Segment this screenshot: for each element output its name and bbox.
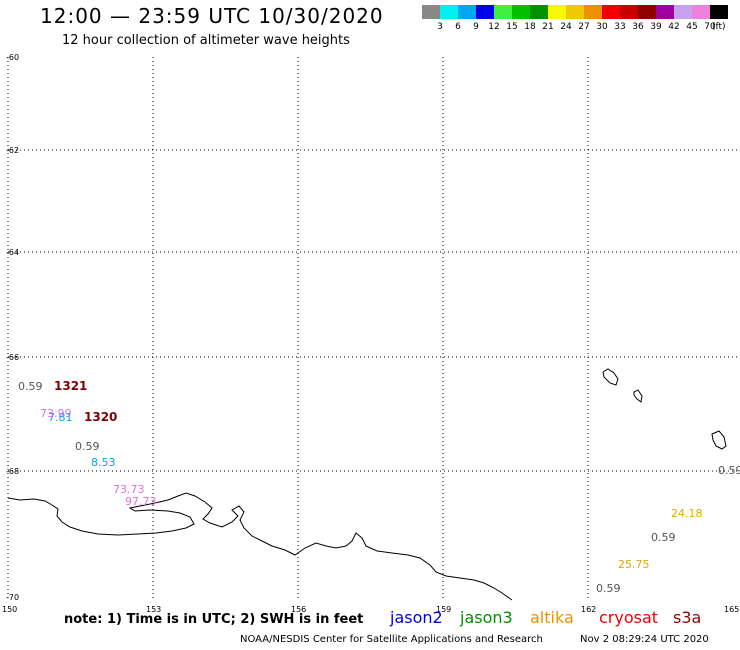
- swh-observation: 97.73: [125, 495, 157, 508]
- swh-observation: 0.59: [596, 582, 621, 595]
- legend-label: 45: [686, 22, 698, 32]
- legend-swatch: [476, 5, 494, 19]
- lat-label: -60: [6, 53, 19, 62]
- map-subtitle: 12 hour collection of altimeter wave hei…: [62, 33, 350, 48]
- lon-label: 153: [146, 605, 161, 614]
- antarctic-coastline: [7, 492, 513, 601]
- swh-observation: 7.81: [48, 411, 73, 424]
- legend-label: 18: [524, 22, 536, 32]
- coastline: [7, 368, 727, 601]
- swh-observation: 1320: [84, 410, 118, 424]
- legend-label: 42: [668, 22, 680, 32]
- legend-swatch: [674, 5, 692, 19]
- lat-label: -70: [6, 593, 19, 602]
- lon-label: 156: [291, 605, 306, 614]
- lon-label: 162: [581, 605, 596, 614]
- map-title: 12:00 — 23:59 UTC 10/30/2020: [40, 4, 384, 28]
- swh-observation: 0.59: [651, 531, 676, 544]
- legend-swatch: [692, 5, 710, 19]
- island: [711, 430, 727, 450]
- legend-label: 12: [488, 22, 500, 32]
- generated-timestamp: Nov 2 08:29:24 UTC 2020: [580, 634, 709, 645]
- lat-label: -64: [6, 248, 19, 257]
- lon-label: 159: [436, 605, 451, 614]
- legend-label: 15: [506, 22, 518, 32]
- swh-observation: 73.99: [40, 407, 72, 420]
- legend-label: 24: [560, 22, 572, 32]
- legend-label: 27: [578, 22, 590, 32]
- swh-observation: 0.59: [718, 464, 740, 477]
- legend-swatch: [584, 5, 602, 19]
- legend-label: 39: [650, 22, 662, 32]
- legend-swatch: [710, 5, 728, 19]
- lon-label: 150: [2, 605, 17, 614]
- lon-label: 165: [724, 605, 739, 614]
- color-legend: (ft) 3 6 9 12 15 18 21 24 27 30 33 36 39 42 45 70: [422, 5, 738, 39]
- satellite-label-jason2: jason2: [390, 608, 443, 627]
- satellite-label-jason3: jason3: [460, 608, 513, 627]
- legend-swatch: [620, 5, 638, 19]
- swh-observation: 1321: [54, 379, 88, 393]
- island: [602, 368, 619, 386]
- lon-labels: 150 153 156 159 162 165: [2, 605, 739, 614]
- swh-observation: 24.18: [671, 507, 703, 520]
- legend-swatch: [494, 5, 512, 19]
- legend-unit: (ft): [712, 22, 726, 32]
- legend-label: 36: [632, 22, 644, 32]
- legend-label: 6: [455, 22, 461, 32]
- legend-swatch: [512, 5, 530, 19]
- legend-swatch: [638, 5, 656, 19]
- legend-label: 70: [704, 22, 716, 32]
- legend-swatch: [566, 5, 584, 19]
- footnote: note: 1) Time is in UTC; 2) SWH is in fe…: [64, 612, 364, 627]
- satellite-label-cryosat: cryosat: [599, 608, 659, 627]
- legend-label: 30: [596, 22, 608, 32]
- legend-swatch: [548, 5, 566, 19]
- graticule: [7, 57, 740, 600]
- legend-label: 9: [473, 22, 479, 32]
- satellite-label-altika: altika: [530, 608, 574, 627]
- legend-swatch: [530, 5, 548, 19]
- legend-label: 33: [614, 22, 626, 32]
- legend-label: 21: [542, 22, 554, 32]
- lat-label: -62: [6, 146, 19, 155]
- lat-label: -66: [6, 353, 19, 362]
- lat-labels: -60 -62 -64 -66 -68 -70: [6, 53, 19, 602]
- swh-observation: 25.75: [618, 558, 650, 571]
- legend-swatch: [458, 5, 476, 19]
- island: [633, 389, 643, 403]
- swh-observation: 0.59: [75, 440, 100, 453]
- swh-observation: 73.73: [113, 483, 145, 496]
- lat-label: -68: [6, 467, 19, 476]
- credit-line: NOAA/NESDIS Center for Satellite Applica…: [240, 634, 543, 645]
- satellite-label-s3a: s3a: [673, 608, 702, 627]
- legend-swatch: [422, 5, 440, 19]
- swh-observation: 0.59: [18, 380, 43, 393]
- swh-observation: 8.53: [91, 456, 116, 469]
- legend-swatch: [440, 5, 458, 19]
- legend-swatch: [656, 5, 674, 19]
- legend-swatch: [602, 5, 620, 19]
- legend-label: 3: [437, 22, 443, 32]
